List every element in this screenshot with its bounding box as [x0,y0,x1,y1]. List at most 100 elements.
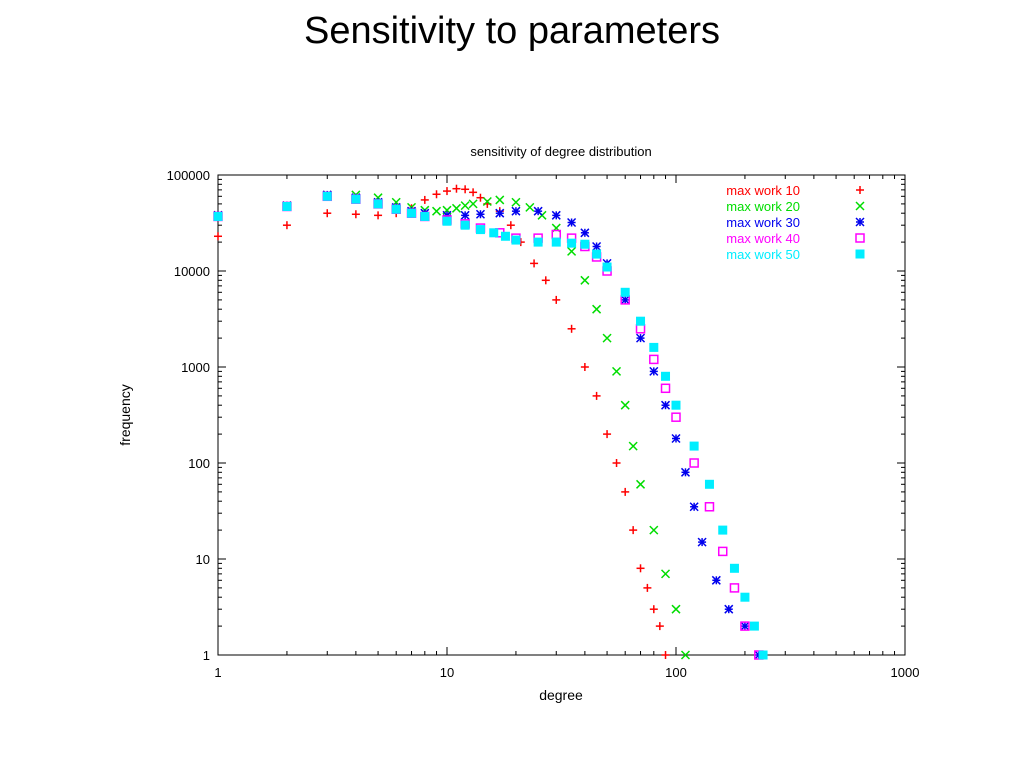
data-point [704,479,714,489]
data-point [432,190,441,199]
data-point [697,537,707,547]
series-2 [213,190,691,660]
data-point [635,324,646,334]
data-point [443,187,451,196]
legend-marker [855,233,865,243]
data-point [655,622,664,631]
y-tick-label: 1000 [181,360,210,375]
y-tick-label: 1 [203,648,210,663]
legend-marker [856,186,864,194]
data-point [373,199,383,209]
data-point [704,502,715,512]
data-point [740,621,750,631]
y-axis-label: frequency [117,384,133,445]
data-point [621,487,630,496]
data-point [495,195,505,205]
x-tick-label: 1 [214,665,221,680]
legend-label: max work 30 [726,215,800,230]
data-point [689,502,699,512]
chart-title: sensitivity of degree distribution [470,144,651,159]
data-point [541,276,550,285]
data-point [461,185,470,194]
data-point [729,563,739,573]
data-point [649,366,659,376]
legend-label: max work 20 [726,199,800,214]
data-point [567,324,576,333]
data-point [671,433,681,444]
data-point [580,363,589,371]
data-point [213,211,223,221]
legend-marker [855,201,865,211]
data-point [500,231,510,241]
axis-ticks: 1 10 100 1000 1 10 100 1000 10000 100000 [167,168,920,680]
data-point [635,333,646,343]
data-point [460,210,470,220]
data-point [420,195,429,204]
series-4 [213,191,764,660]
data-point [636,564,645,573]
data-point [689,441,699,451]
data-point [511,235,521,245]
data-point [592,241,602,252]
y-tick-label: 10000 [174,264,210,279]
data-point [551,210,561,220]
data-point [567,246,577,256]
data-point [602,262,612,272]
data-point [671,604,681,614]
data-point [489,228,499,238]
data-points [213,184,768,660]
data-point [533,237,543,247]
data-point [451,203,462,213]
data-point [661,651,670,659]
series-3 [213,190,764,660]
data-point [724,604,734,614]
data-point [374,211,383,220]
data-point [323,209,332,218]
data-point [495,208,505,218]
data-point [717,546,728,557]
data-point [580,275,590,285]
data-point [567,238,577,248]
data-point [729,583,740,593]
data-point [580,239,590,249]
data-point [468,199,478,209]
data-point [689,458,699,468]
data-point [407,208,417,218]
x-axis-label: degree [539,687,583,703]
data-point [322,191,332,201]
data-point [475,209,485,219]
data-point [511,206,521,216]
legend-label: max work 10 [726,183,800,198]
x-tick-label: 1000 [891,665,920,680]
data-point [431,206,442,216]
x-tick-label: 10 [440,665,454,680]
series-5 [213,191,768,660]
data-point [711,575,721,585]
data-point [351,210,360,219]
data-point [740,621,750,631]
data-point [635,479,646,489]
data-point [282,201,292,211]
data-point [749,621,759,631]
data-point [758,650,768,660]
data-point [680,467,691,477]
data-point [511,197,521,207]
y-tick-label: 10 [196,552,210,567]
data-point [643,583,652,592]
data-point [525,202,535,212]
data-point [671,412,681,422]
data-point [533,206,543,216]
data-point [506,221,515,230]
data-point [552,295,561,304]
data-point [452,184,461,193]
slide-title: Sensitivity to parameters [303,10,721,52]
x-tick-label: 100 [665,665,687,680]
data-point [603,430,612,439]
data-point [649,605,658,614]
data-point [475,225,485,235]
data-point [460,201,470,211]
data-point [660,383,671,394]
data-point [660,569,671,579]
